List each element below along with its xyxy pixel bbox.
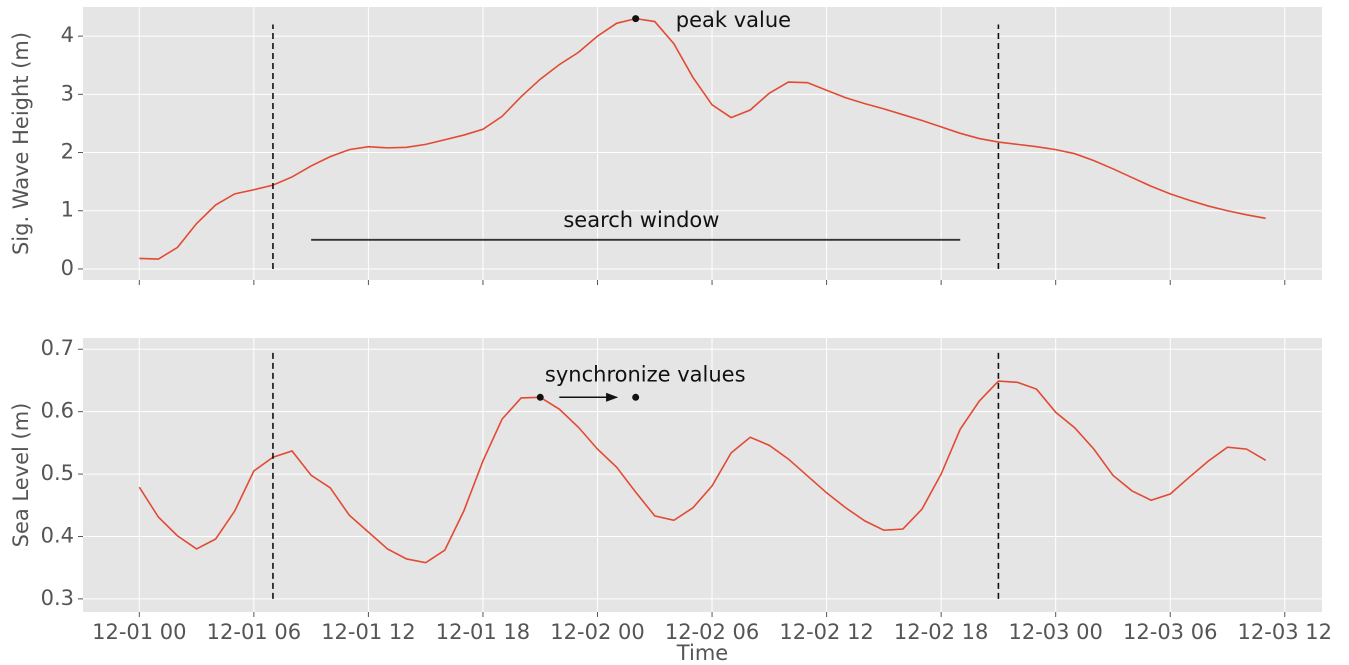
y-tick-label: 0.7 [41,336,74,360]
x-tick-label: 12-01 18 [436,620,530,644]
x-tick-label: 12-02 00 [550,620,644,644]
annotation: synchronize values [545,362,746,386]
point [536,393,544,401]
x-tick-label: 12-01 06 [207,620,301,644]
annotation: search window [563,208,719,232]
plot-area [83,338,1322,612]
x-tick-label: 12-01 12 [321,620,415,644]
x-tick-label: 12-03 00 [1008,620,1102,644]
y-tick-label: 0.3 [41,586,74,610]
y-axis-label: Sig. Wave Height (m) [9,32,33,255]
point [632,15,640,23]
x-tick-label: 12-03 06 [1123,620,1217,644]
plot-area [83,7,1322,280]
y-tick-label: 2 [61,140,74,164]
y-tick-label: 0.6 [41,399,74,423]
annotation: peak value [676,8,791,32]
data-line [139,17,1266,260]
x-tick-label: 12-02 18 [894,620,988,644]
y-tick-label: 3 [61,81,74,105]
y-tick-label: 0 [61,256,74,280]
y-tick-label: 0.5 [41,461,74,485]
point [632,393,640,401]
y-tick-label: 1 [61,198,74,222]
y-tick-label: 4 [61,23,74,47]
data-line [138,380,1267,564]
x-tick-label: 12-02 12 [779,620,873,644]
x-tick-label: 12-02 06 [665,620,759,644]
x-axis-label: Time [676,641,728,665]
y-axis-label: Sea Level (m) [9,403,33,548]
y-tick-label: 0.4 [41,523,74,547]
x-tick-label: 12-03 12 [1238,620,1332,644]
x-tick-label: 12-01 00 [92,620,186,644]
